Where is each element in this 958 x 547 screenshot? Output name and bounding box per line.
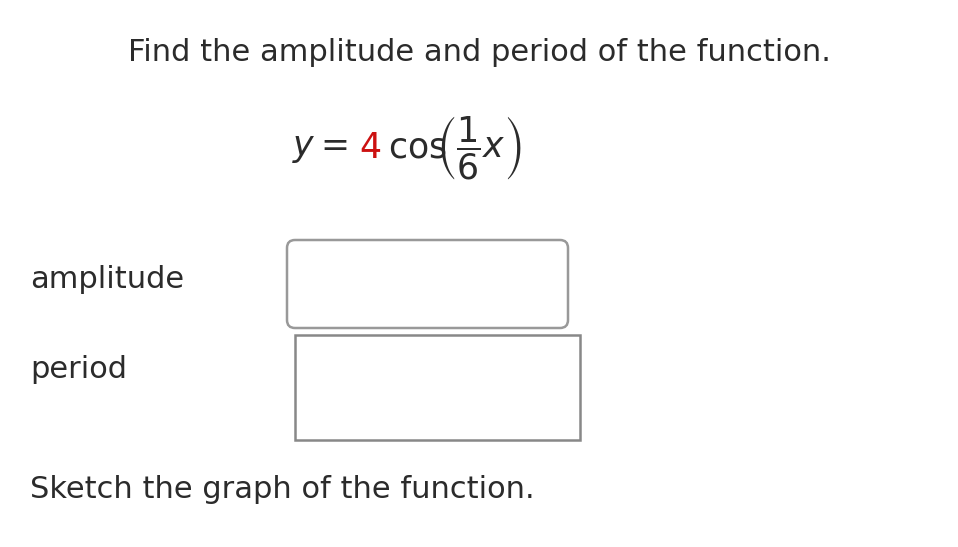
Text: $\mathrm{cos}$: $\mathrm{cos}$ (388, 131, 446, 165)
FancyBboxPatch shape (287, 240, 568, 328)
Text: $y = $: $y = $ (292, 131, 348, 165)
Text: amplitude: amplitude (30, 265, 184, 294)
Text: $\left(\dfrac{1}{6}x\right)$: $\left(\dfrac{1}{6}x\right)$ (436, 114, 521, 181)
Text: period: period (30, 356, 127, 385)
Text: Find the amplitude and period of the function.: Find the amplitude and period of the fun… (127, 38, 831, 67)
FancyBboxPatch shape (295, 335, 580, 440)
Text: $4$: $4$ (359, 131, 381, 165)
Text: Sketch the graph of the function.: Sketch the graph of the function. (30, 475, 535, 504)
